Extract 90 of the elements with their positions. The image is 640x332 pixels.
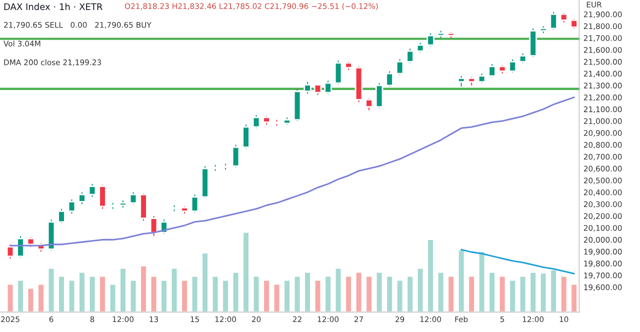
bar xyxy=(570,283,578,312)
candlestick xyxy=(478,73,486,84)
bar xyxy=(365,275,373,312)
candlestick xyxy=(252,114,260,129)
bar xyxy=(242,231,250,312)
candlestick xyxy=(386,70,394,88)
bar xyxy=(160,279,168,312)
candlestick xyxy=(365,98,373,111)
bar xyxy=(447,275,455,312)
candlestick xyxy=(190,194,199,213)
bar xyxy=(304,271,312,312)
bar xyxy=(518,275,527,312)
bar xyxy=(129,279,138,312)
bar xyxy=(272,283,281,312)
bar xyxy=(98,275,106,312)
bar xyxy=(26,287,35,312)
chart-title: DAX Index · 1h · XETR xyxy=(4,3,102,10)
bar xyxy=(293,275,302,312)
candlestick xyxy=(570,18,578,29)
bar xyxy=(222,279,230,312)
candlestick xyxy=(457,75,466,88)
bar xyxy=(426,238,434,312)
candlestick xyxy=(406,48,414,64)
bar xyxy=(58,275,66,312)
bar xyxy=(190,275,199,312)
candlestick xyxy=(304,81,312,94)
candlestick xyxy=(314,84,322,96)
bar xyxy=(529,271,537,312)
bar xyxy=(119,267,127,312)
bar xyxy=(283,279,291,312)
candlestick xyxy=(88,183,96,198)
bar xyxy=(539,272,548,312)
candlestick xyxy=(560,12,568,24)
bar xyxy=(262,279,270,312)
bar xyxy=(396,279,404,312)
bar xyxy=(211,275,220,312)
bar xyxy=(314,279,322,312)
bar xyxy=(150,275,158,312)
bar xyxy=(170,267,178,312)
candlestick xyxy=(488,64,496,78)
candlestick xyxy=(375,82,384,108)
bar xyxy=(78,271,86,312)
bar xyxy=(201,252,209,312)
bar xyxy=(47,267,56,312)
bar xyxy=(324,275,332,312)
bar xyxy=(88,275,96,312)
bar xyxy=(232,271,240,312)
candlestick xyxy=(324,80,332,94)
bar xyxy=(478,250,486,312)
candlestick xyxy=(6,244,14,260)
candlestick xyxy=(140,192,148,222)
bar xyxy=(436,271,445,312)
candlestick xyxy=(232,144,240,168)
bar xyxy=(180,279,188,312)
candlestick xyxy=(58,208,66,224)
bar xyxy=(498,275,506,312)
candlestick xyxy=(426,32,434,47)
bar xyxy=(16,279,24,312)
candlestick xyxy=(334,60,342,85)
candlestick xyxy=(550,11,558,30)
candlestick xyxy=(98,184,106,210)
bar xyxy=(252,275,260,312)
candlestick xyxy=(508,58,516,73)
bar xyxy=(416,267,424,312)
bar xyxy=(560,275,568,312)
bar xyxy=(37,283,45,312)
bar xyxy=(334,267,342,312)
bar xyxy=(354,271,363,312)
candlestick xyxy=(416,42,424,53)
candlestick xyxy=(396,58,404,76)
candlestick xyxy=(150,215,158,237)
bar xyxy=(344,275,352,312)
bar xyxy=(386,275,394,312)
bar xyxy=(457,248,466,312)
bar xyxy=(6,283,14,312)
candlestick xyxy=(68,198,76,214)
candlestick xyxy=(129,192,138,205)
bar xyxy=(508,279,516,312)
candlestick xyxy=(78,192,86,205)
bar xyxy=(488,271,496,312)
bar xyxy=(550,268,558,312)
bar xyxy=(406,275,414,312)
bar xyxy=(108,283,117,312)
bar xyxy=(68,279,76,312)
bar xyxy=(468,275,476,312)
bar xyxy=(375,271,384,312)
candlestick xyxy=(518,52,527,64)
candlestick xyxy=(242,124,250,149)
candlestick xyxy=(16,236,24,258)
bar xyxy=(140,264,148,312)
